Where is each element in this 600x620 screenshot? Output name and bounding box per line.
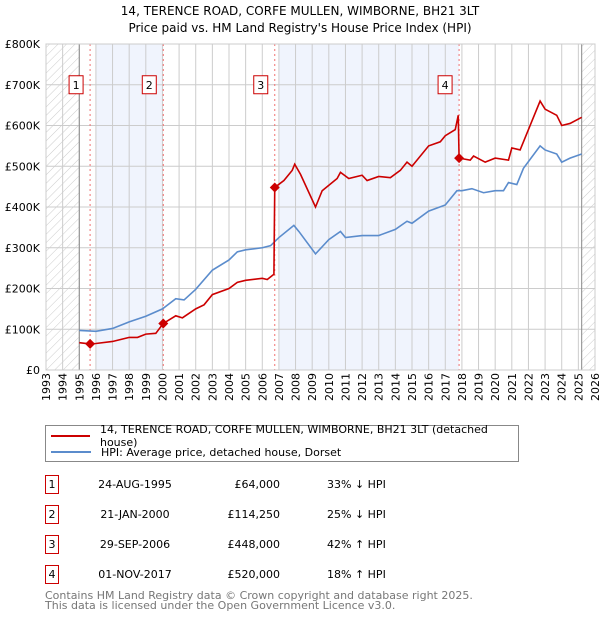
sale-badge-number: 3 (257, 79, 264, 92)
sale-number-badge: 1 (45, 475, 59, 494)
sale-row: 1 24-AUG-1995 £64,000 33% ↓ HPI (45, 475, 545, 494)
sale-badge (437, 75, 453, 95)
sale-price: £448,000 (227, 538, 281, 551)
footer-copyright: Contains HM Land Registry data © Crown c… (45, 589, 473, 602)
x-tick-label: 2022 (522, 373, 535, 401)
series-line (79, 144, 582, 333)
sale-point (269, 182, 280, 193)
sale-hpi-diff: 25% ↓ HPI (327, 508, 386, 521)
sale-hpi-diff: 42% ↑ HPI (327, 538, 386, 551)
x-tick-label: 2005 (240, 373, 253, 401)
legend-swatch-blue (51, 451, 91, 453)
x-tick-label: 2025 (572, 373, 585, 401)
x-tick-label: 1994 (57, 373, 70, 401)
x-tick-label: 2013 (373, 373, 386, 401)
chart-title: 14, TERENCE ROAD, CORFE MULLEN, WIMBORNE… (121, 4, 480, 18)
sale-row: 2 21-JAN-2000 £114,250 25% ↓ HPI (45, 505, 545, 524)
sale-price: £114,250 (227, 508, 281, 521)
sale-date: 24-AUG-1995 (98, 478, 172, 491)
sale-badge (68, 75, 84, 95)
sale-number-badge: 4 (45, 565, 59, 584)
legend-label: 14, TERENCE ROAD, CORFE MULLEN, WIMBORNE… (99, 423, 488, 449)
x-tick-label: 2026 (589, 373, 600, 401)
x-tick-label: 1993 (40, 373, 53, 401)
x-tick-label: 1997 (107, 373, 120, 401)
x-tick-label: 2019 (473, 373, 486, 401)
x-tick-label: 2021 (506, 373, 519, 401)
y-tick-label: £700K (5, 79, 41, 92)
y-tick-label: £100K (5, 323, 41, 336)
x-tick-label: 2016 (423, 373, 436, 401)
legend: 14, TERENCE ROAD, CORFE MULLEN, WIMBORNE… (45, 423, 519, 462)
sale-price: £64,000 (234, 478, 281, 491)
y-tick-label: £200K (5, 283, 41, 296)
x-tick-label: 2010 (323, 373, 336, 401)
chart-subtitle: Price paid vs. HM Land Registry's House … (128, 21, 471, 35)
sale-date: 29-SEP-2006 (99, 538, 171, 551)
x-tick-label: 2015 (406, 373, 419, 401)
x-tick-label: 2017 (439, 373, 452, 401)
y-tick-label: £800K (5, 38, 41, 51)
sale-row: 3 29-SEP-2006 £448,000 42% ↑ HPI (45, 535, 545, 554)
sale-point (158, 318, 169, 329)
x-tick-label: 2018 (456, 373, 469, 401)
sale-hpi-diff: 18% ↑ HPI (327, 568, 386, 581)
x-tick-label: 1998 (123, 373, 136, 401)
sale-hpi-diff: 33% ↓ HPI (327, 478, 386, 491)
sale-badge-number: 1 (73, 79, 80, 92)
y-tick-label: £600K (5, 120, 41, 133)
y-tick-label: £300K (5, 242, 41, 255)
sale-date: 21-JAN-2000 (100, 508, 170, 521)
sale-point (454, 153, 465, 164)
sale-row: 4 01-NOV-2017 £520,000 18% ↑ HPI (45, 565, 545, 584)
y-tick-label: £500K (5, 160, 41, 173)
plot-frame (45, 43, 596, 371)
sale-badge-number: 4 (442, 79, 449, 92)
x-tick-label: 1999 (140, 373, 153, 401)
x-tick-label: 2024 (556, 373, 569, 401)
price-chart: 14, TERENCE ROAD, CORFE MULLEN, WIMBORNE… (5, 4, 600, 401)
x-tick-label: 2020 (489, 373, 502, 401)
sale-date: 01-NOV-2017 (98, 568, 172, 581)
x-tick-label: 2000 (156, 373, 169, 401)
x-tick-label: 2006 (256, 373, 269, 401)
x-tick-label: 1996 (90, 373, 103, 401)
x-tick-label: 2023 (539, 373, 552, 401)
x-tick-label: 2011 (339, 373, 352, 401)
legend-item-property: 14, TERENCE ROAD, CORFE MULLEN, WIMBORNE… (46, 423, 518, 449)
legend-label: HPI: Average price, detached house, Dors… (101, 445, 342, 459)
sale-point (85, 338, 96, 349)
footer-licence: This data is licensed under the Open Gov… (45, 599, 396, 612)
x-tick-label: 1995 (73, 373, 86, 401)
sale-price: £520,000 (227, 568, 281, 581)
x-tick-label: 2014 (389, 373, 402, 401)
series-line (79, 99, 583, 345)
x-tick-label: 2009 (306, 373, 319, 401)
x-tick-label: 2002 (190, 373, 203, 401)
x-tick-label: 2012 (356, 373, 369, 401)
y-tick-label: £400K (5, 201, 41, 214)
sale-badge (253, 75, 269, 95)
x-tick-label: 2001 (173, 373, 186, 401)
x-tick-label: 2003 (206, 373, 219, 401)
x-tick-label: 2004 (223, 373, 236, 401)
sale-number-badge: 3 (45, 535, 59, 554)
legend-swatch-red (51, 435, 90, 437)
x-tick-label: 2008 (290, 373, 303, 401)
x-tick-label: 2007 (273, 373, 286, 401)
sale-number-badge: 2 (45, 505, 59, 524)
legend-item-hpi: HPI: Average price, detached house, Dors… (46, 444, 341, 460)
y-tick-label: £0 (26, 364, 40, 377)
sale-badge-number: 2 (146, 79, 153, 92)
sale-badge (141, 75, 157, 95)
